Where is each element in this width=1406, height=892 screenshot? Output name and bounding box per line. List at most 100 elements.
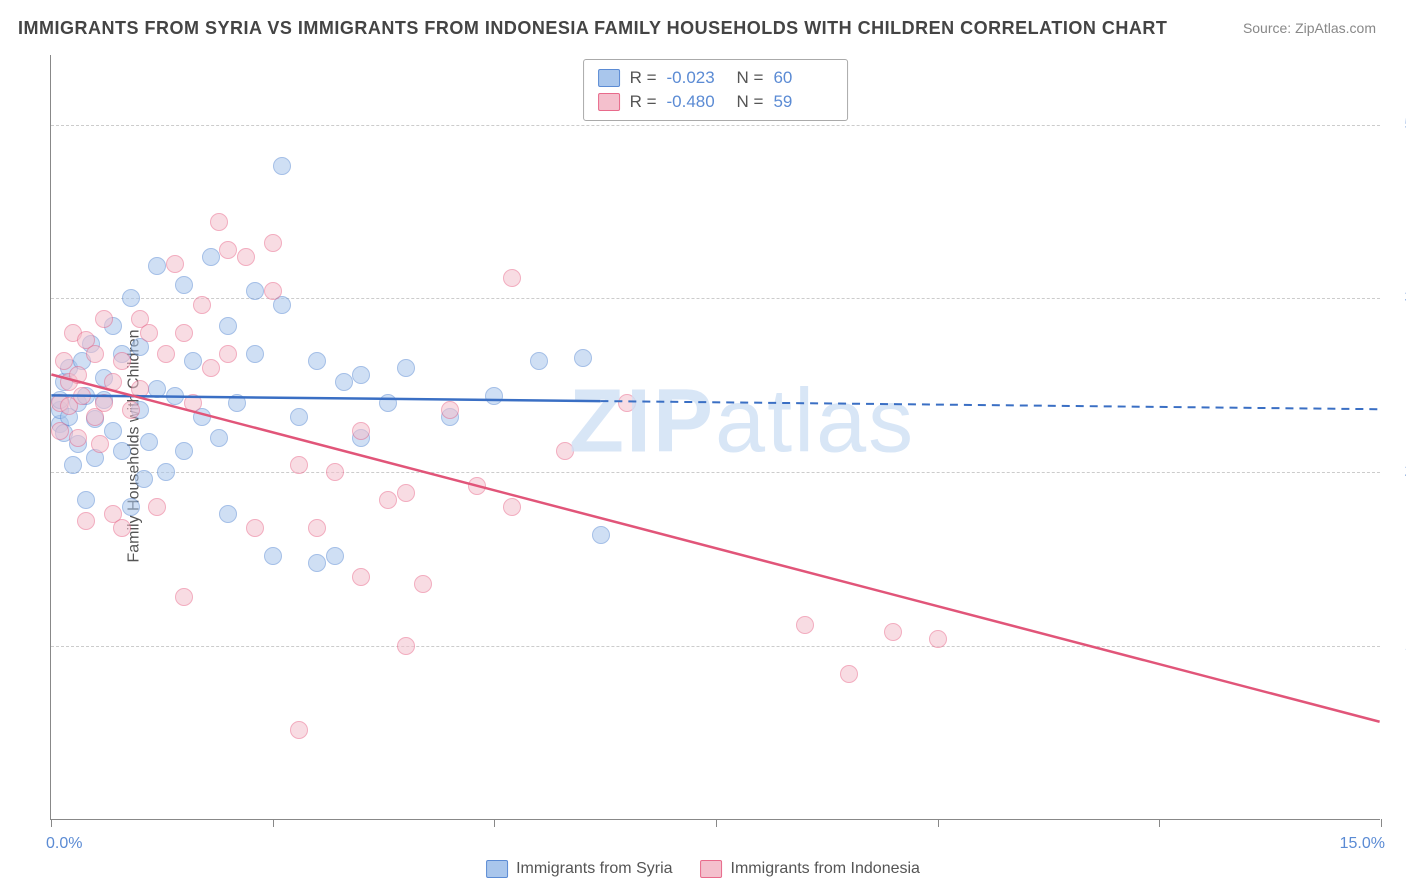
plot-area: R =-0.023N =60R =-0.480N =59 ZIPatlas 12…	[50, 55, 1380, 820]
data-point	[113, 442, 131, 460]
data-point	[397, 637, 415, 655]
data-point	[157, 463, 175, 481]
data-point	[228, 394, 246, 412]
data-point	[379, 394, 397, 412]
r-label: R =	[630, 92, 657, 112]
data-point	[264, 234, 282, 252]
data-point	[556, 442, 574, 460]
gridline	[51, 472, 1380, 473]
data-point	[175, 324, 193, 342]
legend-swatch	[598, 69, 620, 87]
data-point	[175, 276, 193, 294]
data-point	[290, 721, 308, 739]
legend-swatch	[486, 860, 508, 878]
data-point	[219, 505, 237, 523]
data-point	[64, 456, 82, 474]
data-point	[210, 213, 228, 231]
data-point	[503, 498, 521, 516]
data-point	[397, 484, 415, 502]
data-point	[264, 282, 282, 300]
data-point	[166, 255, 184, 273]
data-point	[113, 519, 131, 537]
data-point	[840, 665, 858, 683]
data-point	[69, 429, 87, 447]
data-point	[131, 380, 149, 398]
r-value: -0.480	[667, 92, 727, 112]
data-point	[175, 588, 193, 606]
data-point	[929, 630, 947, 648]
x-tick	[51, 819, 52, 827]
data-point	[122, 289, 140, 307]
r-value: -0.023	[667, 68, 727, 88]
data-point	[95, 394, 113, 412]
gridline	[51, 646, 1380, 647]
legend-item: Immigrants from Indonesia	[701, 860, 920, 878]
x-tick	[938, 819, 939, 827]
data-point	[503, 269, 521, 287]
data-point	[122, 401, 140, 419]
r-label: R =	[630, 68, 657, 88]
data-point	[796, 616, 814, 634]
data-point	[352, 422, 370, 440]
data-point	[618, 394, 636, 412]
y-tick-label: 37.5%	[1390, 289, 1406, 307]
x-tick	[1159, 819, 1160, 827]
data-point	[148, 498, 166, 516]
data-point	[219, 241, 237, 259]
data-point	[148, 380, 166, 398]
data-point	[290, 456, 308, 474]
data-point	[290, 408, 308, 426]
data-point	[237, 248, 255, 266]
data-point	[379, 491, 397, 509]
data-point	[246, 519, 264, 537]
legend-swatch	[598, 93, 620, 111]
source-label: Source:	[1243, 20, 1291, 36]
data-point	[246, 345, 264, 363]
data-point	[77, 491, 95, 509]
data-point	[308, 352, 326, 370]
data-point	[95, 310, 113, 328]
data-point	[86, 345, 104, 363]
regression-lines	[51, 55, 1380, 819]
x-tick-label: 15.0%	[1340, 835, 1385, 853]
x-tick-label: 0.0%	[46, 835, 82, 853]
data-point	[352, 366, 370, 384]
legend-swatch	[701, 860, 723, 878]
n-label: N =	[737, 92, 764, 112]
data-point	[184, 394, 202, 412]
data-point	[202, 359, 220, 377]
data-point	[51, 422, 69, 440]
regression-line	[51, 374, 1379, 721]
data-point	[414, 575, 432, 593]
watermark-atlas: atlas	[715, 371, 915, 471]
source-name: ZipAtlas.com	[1295, 20, 1376, 36]
y-tick-label: 50.0%	[1390, 116, 1406, 134]
data-point	[485, 387, 503, 405]
regression-extrapolation	[600, 401, 1379, 409]
source-attribution: Source: ZipAtlas.com	[1243, 20, 1376, 36]
data-point	[273, 157, 291, 175]
data-point	[246, 282, 264, 300]
data-point	[113, 352, 131, 370]
data-point	[397, 359, 415, 377]
y-tick-label: 12.5%	[1390, 637, 1406, 655]
gridline	[51, 125, 1380, 126]
legend-stats: R =-0.023N =60R =-0.480N =59	[583, 59, 849, 121]
data-point	[184, 352, 202, 370]
data-point	[104, 373, 122, 391]
data-point	[140, 324, 158, 342]
data-point	[530, 352, 548, 370]
data-point	[122, 498, 140, 516]
data-point	[574, 349, 592, 367]
data-point	[77, 512, 95, 530]
data-point	[264, 547, 282, 565]
legend-stat-row: R =-0.023N =60	[598, 66, 834, 90]
watermark: ZIPatlas	[569, 370, 915, 473]
data-point	[326, 547, 344, 565]
x-tick	[716, 819, 717, 827]
data-point	[352, 568, 370, 586]
data-point	[326, 463, 344, 481]
data-point	[308, 519, 326, 537]
x-tick	[494, 819, 495, 827]
data-point	[157, 345, 175, 363]
